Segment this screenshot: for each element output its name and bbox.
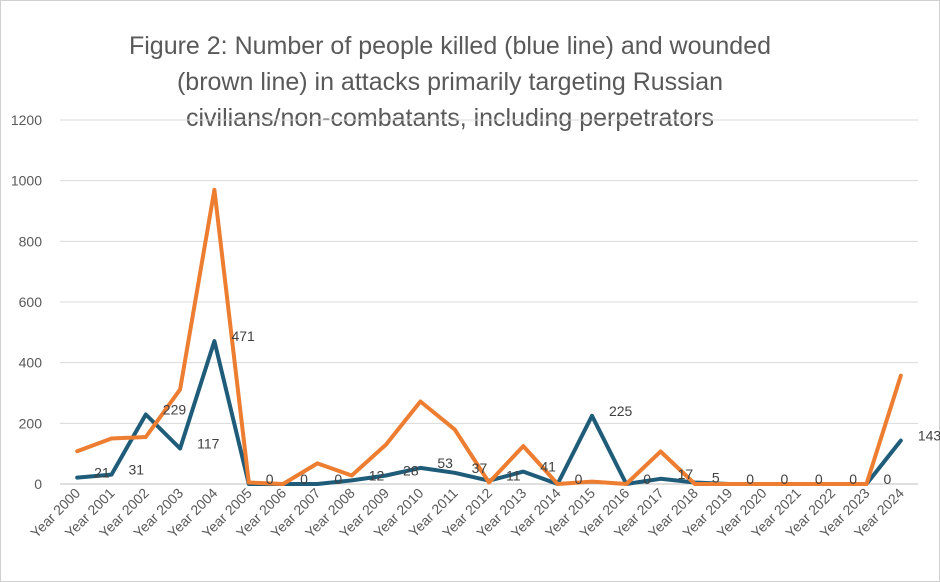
data-label-3: 117 — [197, 436, 220, 452]
data-label-9: 28 — [403, 463, 419, 479]
data-label-20: 0 — [781, 471, 789, 487]
series-lines — [75, 187, 903, 486]
data-label-15: 225 — [609, 403, 633, 419]
data-label-10: 53 — [437, 455, 453, 471]
data-label-6: 0 — [300, 471, 308, 487]
data-label-4: 471 — [231, 328, 255, 344]
data-label-24: 143 — [918, 428, 940, 444]
data-label-5: 0 — [266, 471, 274, 487]
chart-title-line-2: (brown line) in attacks primarily target… — [176, 68, 724, 96]
chart-title-line-3: civilians/non-combatants, including perp… — [185, 104, 715, 132]
data-label-21: 0 — [815, 471, 823, 487]
data-label-17: 17 — [678, 466, 694, 482]
data-label-1: 31 — [128, 462, 144, 478]
data-label-19: 0 — [746, 471, 754, 487]
y-tick-label-400: 400 — [19, 355, 43, 371]
data-label-16: 0 — [643, 471, 651, 487]
y-tick-label-1200: 1200 — [11, 112, 42, 128]
data-labels: 21 31 229 117 471 0 0 0 12 28 53 37 11 41 0 225 0 17 5 0 0 0 0… — [94, 328, 940, 487]
y-tick-label-1000: 1000 — [11, 173, 42, 189]
data-label-2: 229 — [163, 402, 187, 418]
data-label-0: 21 — [94, 465, 110, 481]
gridlines — [60, 119, 918, 485]
data-label-14: 0 — [575, 471, 583, 487]
chart-title-line-1: Figure 2: Number of people killed (blue … — [128, 32, 772, 60]
y-tick-label-800: 800 — [19, 233, 43, 249]
data-label-8: 12 — [369, 467, 385, 483]
y-tick-label-0: 0 — [34, 476, 42, 492]
chart-title: Figure 2: Number of people killed (blue … — [60, 28, 840, 136]
data-label-18: 5 — [712, 469, 720, 485]
data-label-11: 37 — [472, 460, 488, 476]
data-label-12: 11 — [506, 468, 521, 484]
y-tick-label-200: 200 — [19, 415, 43, 431]
data-label-22: 0 — [849, 471, 857, 487]
y-axis-tick-labels: 0 200 400 600 800 1000 1200 — [11, 112, 42, 492]
series-line-1 — [75, 187, 903, 486]
data-label-7: 0 — [334, 471, 342, 487]
y-tick-label-600: 600 — [19, 294, 43, 310]
data-label-23: 0 — [884, 471, 892, 487]
data-label-13: 41 — [540, 459, 556, 475]
